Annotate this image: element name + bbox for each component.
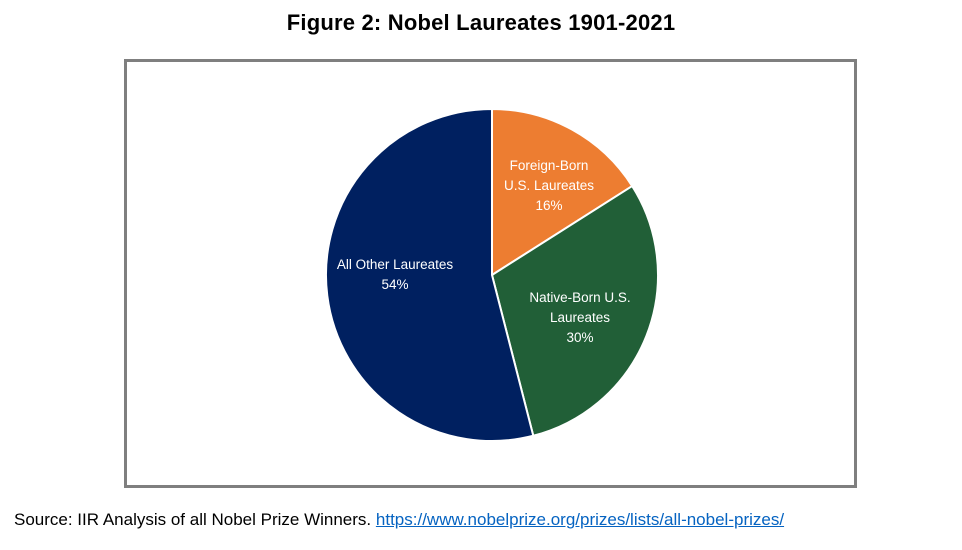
- data-label-foreign: Foreign-Born U.S. Laureates 16%: [504, 158, 594, 213]
- chart-frame: Foreign-Born U.S. Laureates 16% Native-Born…: [124, 59, 857, 488]
- data-label-native: Native-Born U.S. Laureates 30%: [529, 290, 630, 345]
- data-label-line-foreign: U.S. Laureates: [504, 178, 594, 193]
- data-label-value-foreign: 16%: [535, 198, 562, 213]
- data-label-line-other: All Other Laureates: [337, 257, 454, 272]
- data-label-line-native: Native-Born U.S.: [529, 290, 630, 305]
- source-note: Source: IIR Analysis of all Nobel Prize …: [14, 510, 784, 530]
- data-label-line-foreign: Foreign-Born: [510, 158, 589, 173]
- pie-chart: Foreign-Born U.S. Laureates 16% Native-Born…: [325, 108, 659, 442]
- pie-slice-other: [325, 108, 535, 442]
- data-label-line-native: Laureates: [550, 310, 610, 325]
- source-link[interactable]: https://www.nobelprize.org/prizes/lists/…: [375, 510, 785, 529]
- data-label-other: All Other Laureates 54%: [337, 257, 454, 292]
- figure-title: Figure 2: Nobel Laureates 1901-2021: [286, 10, 676, 35]
- pie-slice-foreign: [491, 108, 634, 276]
- data-label-value-other: 54%: [381, 277, 408, 292]
- data-label-value-native: 30%: [566, 330, 593, 345]
- pie-slice-native: [491, 185, 659, 437]
- source-prefix: Source: IIR Analysis of all Nobel Prize …: [14, 510, 372, 529]
